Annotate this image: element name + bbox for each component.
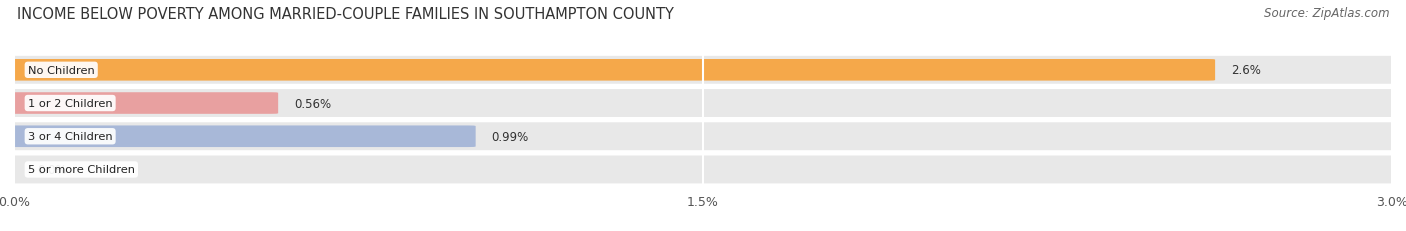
Text: 2.6%: 2.6%	[1232, 64, 1261, 77]
FancyBboxPatch shape	[7, 60, 1215, 81]
Text: 0.0%: 0.0%	[37, 163, 66, 176]
Text: 3 or 4 Children: 3 or 4 Children	[28, 132, 112, 142]
Text: 1 or 2 Children: 1 or 2 Children	[28, 99, 112, 109]
FancyBboxPatch shape	[7, 156, 1399, 184]
Text: 0.56%: 0.56%	[294, 97, 332, 110]
FancyBboxPatch shape	[7, 123, 1399, 151]
FancyBboxPatch shape	[7, 90, 1399, 118]
FancyBboxPatch shape	[7, 93, 278, 114]
Text: 5 or more Children: 5 or more Children	[28, 165, 135, 175]
FancyBboxPatch shape	[7, 126, 475, 147]
Text: INCOME BELOW POVERTY AMONG MARRIED-COUPLE FAMILIES IN SOUTHAMPTON COUNTY: INCOME BELOW POVERTY AMONG MARRIED-COUPL…	[17, 7, 673, 22]
Text: Source: ZipAtlas.com: Source: ZipAtlas.com	[1264, 7, 1389, 20]
Text: 0.99%: 0.99%	[492, 130, 529, 143]
Text: No Children: No Children	[28, 66, 94, 76]
FancyBboxPatch shape	[7, 57, 1399, 84]
